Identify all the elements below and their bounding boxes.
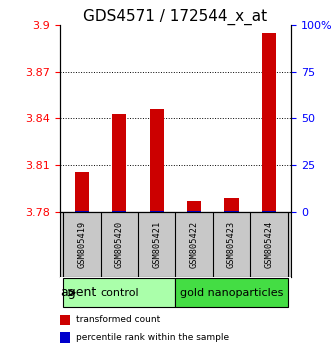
Bar bbox=[63, 278, 175, 307]
Bar bbox=[187, 201, 201, 212]
Bar bbox=[175, 278, 288, 307]
Bar bbox=[150, 109, 164, 212]
Text: gold nanoparticles: gold nanoparticles bbox=[180, 288, 283, 298]
Text: percentile rank within the sample: percentile rank within the sample bbox=[76, 333, 229, 342]
Bar bbox=[60, 332, 70, 343]
Text: GSM805424: GSM805424 bbox=[264, 221, 273, 268]
Bar bbox=[224, 198, 239, 212]
Bar bbox=[75, 211, 89, 212]
Text: agent: agent bbox=[60, 286, 97, 299]
Bar bbox=[262, 211, 276, 212]
Bar bbox=[75, 172, 89, 212]
Bar bbox=[60, 315, 70, 325]
Bar bbox=[112, 211, 126, 212]
Bar bbox=[150, 211, 164, 212]
Title: GDS4571 / 172544_x_at: GDS4571 / 172544_x_at bbox=[83, 8, 267, 25]
Bar bbox=[112, 114, 126, 212]
Text: control: control bbox=[100, 288, 139, 298]
Text: GSM805421: GSM805421 bbox=[152, 221, 161, 268]
Bar bbox=[224, 211, 239, 212]
Bar bbox=[187, 211, 201, 212]
Text: GSM805423: GSM805423 bbox=[227, 221, 236, 268]
Text: transformed count: transformed count bbox=[76, 315, 160, 324]
Text: GSM805420: GSM805420 bbox=[115, 221, 124, 268]
Bar bbox=[262, 33, 276, 212]
Text: GSM805422: GSM805422 bbox=[190, 221, 199, 268]
Text: GSM805419: GSM805419 bbox=[77, 221, 86, 268]
